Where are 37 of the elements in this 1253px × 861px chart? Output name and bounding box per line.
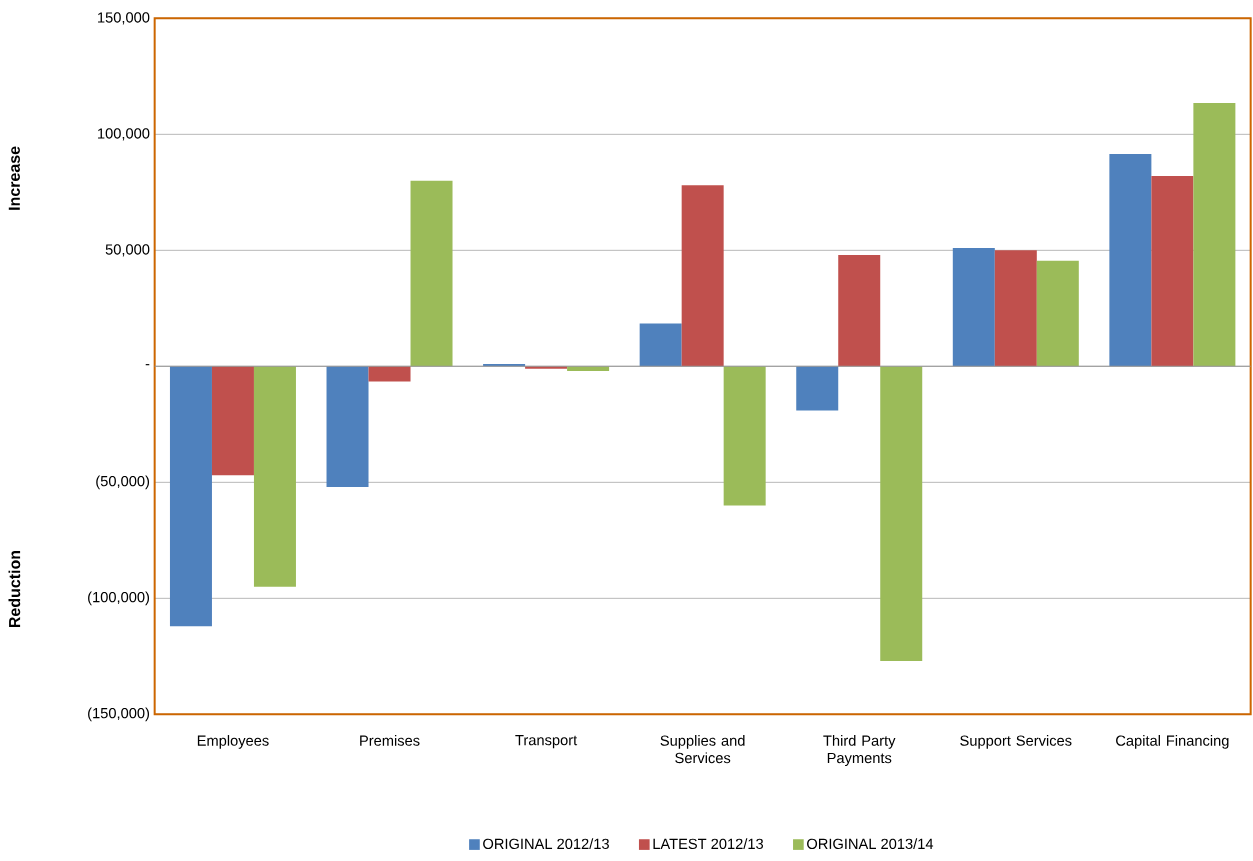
legend-label: ORIGINAL 2012/13 [483,838,609,850]
bar [994,250,1037,367]
bar [796,366,839,411]
text: Increase [8,146,20,210]
y-tick-label: (100,000) [88,591,150,606]
x-tick-label: Support Services [960,735,1072,749]
y-tick-label: (50,000) [96,475,150,490]
y-tick-label: - [145,364,150,366]
bar [952,248,995,367]
x-tick-label: Premises [360,735,420,746]
x-tick-label: Third Party Payments [823,735,896,767]
bar [1109,154,1152,367]
bar [880,366,923,661]
y-tick-label: 150,000 [98,12,150,25]
bar [1036,260,1079,367]
bar [1151,176,1194,367]
bar [410,180,453,367]
x-tick-label: Capital Financing [1116,735,1229,749]
legend-label: ORIGINAL 2013/14 [807,838,934,850]
bar [253,366,296,587]
bar [211,366,254,476]
y-tick-label: 50,000 [105,244,150,257]
x-tick-label: Employees [197,735,269,749]
bar [639,323,682,367]
x-tick-label: Supplies and Services [660,735,745,764]
bar [169,366,212,627]
bar [681,185,724,367]
text: Reduction [8,550,21,628]
y-tick-label: (150,000) [88,707,150,722]
bar [723,366,766,506]
bar [838,254,881,367]
bar [326,366,369,487]
y-tick-label: 100,000 [98,128,150,141]
legend-label: LATEST 2012/13 [653,838,764,850]
x-tick-label: Transport [515,735,578,749]
bar [368,366,411,382]
bar [1193,103,1236,367]
